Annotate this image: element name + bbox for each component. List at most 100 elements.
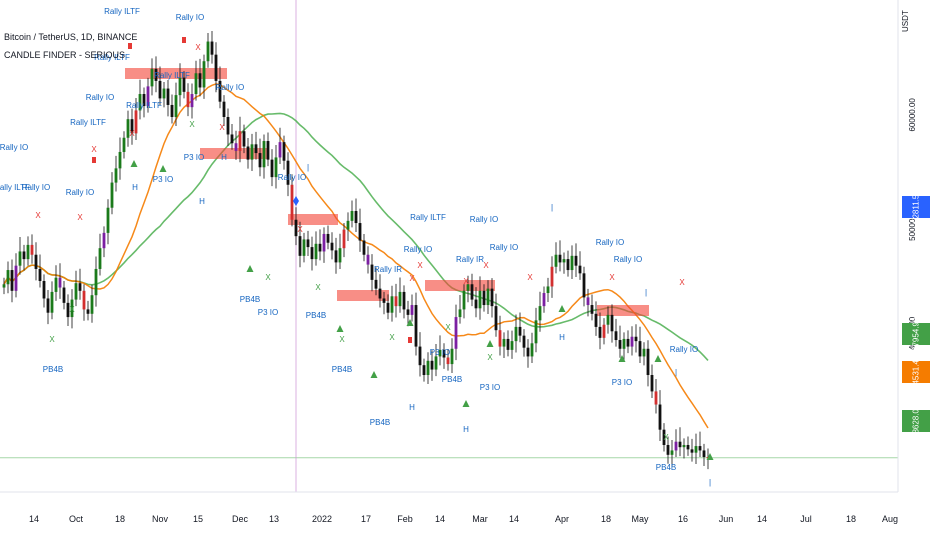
signal-label: X bbox=[339, 335, 345, 344]
signal-label: PB4B bbox=[370, 418, 390, 427]
candle-body bbox=[626, 338, 630, 347]
candle-body bbox=[446, 357, 450, 365]
signal-label: H bbox=[409, 403, 415, 412]
signal-label: P3 IO bbox=[480, 383, 500, 392]
candle-body bbox=[694, 446, 698, 453]
guides bbox=[0, 0, 898, 492]
candle-body bbox=[610, 314, 614, 332]
x-tick-label: 17 bbox=[361, 514, 371, 524]
x-tick-label: 14 bbox=[29, 514, 39, 524]
candles bbox=[2, 31, 710, 470]
candle-body bbox=[202, 61, 206, 88]
candle-body bbox=[278, 142, 282, 158]
buy-signal-triangle bbox=[406, 319, 414, 326]
sell-marker bbox=[182, 37, 186, 43]
candle-body bbox=[522, 335, 526, 348]
buy-signal-triangle bbox=[159, 165, 167, 172]
axes: USDT60000.0050000.0040000.0014Oct18Nov15… bbox=[0, 0, 917, 524]
candle-body bbox=[682, 444, 686, 448]
candle-body bbox=[346, 220, 350, 230]
candle-body bbox=[66, 302, 70, 318]
candle-body bbox=[154, 68, 158, 81]
candle-body bbox=[46, 298, 50, 313]
candle-body bbox=[34, 254, 38, 269]
sell-marker bbox=[92, 157, 96, 163]
signal-label: | bbox=[645, 288, 647, 297]
candle-body bbox=[62, 287, 66, 303]
candle-body bbox=[158, 80, 162, 99]
candle-body bbox=[370, 264, 374, 280]
currency-label: USDT bbox=[901, 10, 910, 32]
signal-label: H bbox=[559, 333, 565, 342]
candle-body bbox=[230, 134, 234, 144]
x-tick-label: Feb bbox=[397, 514, 413, 524]
signal-label: X bbox=[679, 278, 685, 287]
candle-body bbox=[146, 86, 150, 107]
signal-label: X bbox=[609, 273, 615, 282]
signal-label: Rally IO bbox=[216, 83, 244, 92]
signal-label: H bbox=[221, 153, 227, 162]
sell-marker bbox=[408, 337, 412, 343]
candle-body bbox=[410, 305, 414, 315]
signal-label: Rally IO bbox=[86, 93, 114, 102]
signal-label: Rally IR bbox=[374, 265, 402, 274]
candle-body bbox=[642, 348, 646, 357]
x-tick-label: 18 bbox=[601, 514, 611, 524]
signal-label: Rally IO bbox=[176, 13, 204, 22]
candle-body bbox=[382, 298, 386, 303]
candle-body bbox=[194, 73, 198, 95]
candle-body bbox=[602, 324, 606, 338]
x-tick-label: May bbox=[631, 514, 649, 524]
price-tag-green-ma: 37954.93 bbox=[902, 317, 930, 351]
x-tick-label: Mar bbox=[472, 514, 488, 524]
candle-body bbox=[670, 450, 674, 455]
x-tick-label: 2022 bbox=[312, 514, 332, 524]
candle-body bbox=[686, 444, 690, 450]
candle-body bbox=[58, 277, 62, 288]
signal-label: X bbox=[265, 273, 271, 282]
candle-body bbox=[310, 247, 314, 260]
candle-body bbox=[546, 286, 550, 294]
candle-body bbox=[594, 313, 598, 327]
candle-body bbox=[74, 283, 78, 300]
buy-signal-triangle bbox=[558, 305, 566, 312]
buy-signal-triangle bbox=[130, 160, 138, 167]
signal-label: X bbox=[463, 277, 469, 286]
buy-signal-triangle bbox=[370, 371, 378, 378]
candle-body bbox=[210, 41, 214, 55]
candle-body bbox=[498, 330, 502, 347]
candle-body bbox=[6, 270, 10, 285]
candle-body bbox=[374, 279, 378, 289]
candle-body bbox=[290, 184, 294, 220]
candle-body bbox=[666, 444, 670, 455]
signal-label: Rally IO bbox=[490, 243, 518, 252]
candle-body bbox=[222, 101, 226, 117]
candle-body bbox=[78, 283, 82, 291]
signal-label: X bbox=[49, 335, 55, 344]
candle-body bbox=[90, 295, 94, 314]
signal-label: X bbox=[189, 120, 195, 129]
candle-body bbox=[566, 259, 570, 271]
price-tag-current: 52811.52 bbox=[902, 191, 930, 223]
candle-body bbox=[266, 141, 270, 160]
x-tick-label: Apr bbox=[555, 514, 569, 524]
candle-body bbox=[618, 340, 622, 349]
candle-body bbox=[466, 284, 470, 291]
candle-body bbox=[246, 146, 250, 160]
candle-body bbox=[214, 54, 218, 81]
candle-body bbox=[454, 317, 458, 349]
candle-body bbox=[262, 141, 266, 168]
candle-body bbox=[494, 306, 498, 331]
candle-body bbox=[490, 288, 494, 307]
signal-label: PB4B bbox=[332, 365, 352, 374]
signal-label: Rally IO bbox=[670, 345, 698, 354]
x-tick-label: 14 bbox=[435, 514, 445, 524]
candle-body bbox=[582, 273, 586, 298]
candle-body bbox=[314, 243, 318, 260]
candle-body bbox=[398, 291, 402, 307]
signal-label: Rally IO bbox=[22, 183, 50, 192]
candle-body bbox=[402, 291, 406, 310]
signal-label: X bbox=[663, 433, 669, 442]
candle-body bbox=[198, 73, 202, 88]
